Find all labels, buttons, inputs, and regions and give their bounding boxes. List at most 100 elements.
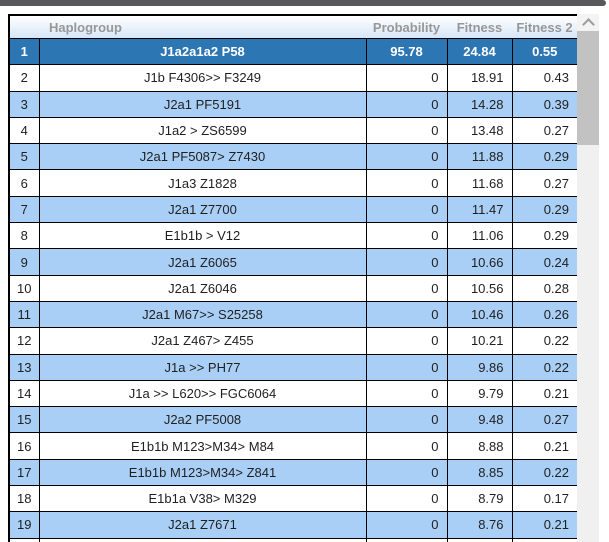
column-header-index[interactable] bbox=[9, 15, 39, 39]
fitness2-cell: 0.55 bbox=[511, 37, 579, 66]
probability-cell: 0 bbox=[365, 511, 448, 539]
fitness2-cell: 0.22 bbox=[511, 458, 579, 487]
table-row[interactable]: 5 J2a1 PF5087> Z7430 0 11.88 0.29 bbox=[8, 143, 579, 171]
haplogroup-cell: J1a >> L620>> FGC6064 bbox=[38, 379, 367, 408]
haplogroup-table: Haplogroup Probability Fitness Fitness 2… bbox=[8, 14, 579, 542]
haplogroup-cell: E1b1b M123>M34> Z841 bbox=[38, 458, 367, 487]
haplogroup-cell: J2a1 Z6065 bbox=[38, 248, 367, 276]
table-row[interactable]: 19 J2a1 Z7671 0 8.76 0.21 bbox=[8, 511, 579, 539]
table-row[interactable]: 13 J1a >> PH77 0 9.86 0.22 bbox=[8, 353, 579, 381]
row-number-cell: 11 bbox=[8, 300, 40, 329]
haplogroup-grid: Haplogroup Probability Fitness Fitness 2… bbox=[8, 14, 579, 542]
haplogroup-cell: J1a2a1a2 P58 bbox=[38, 37, 367, 66]
probability-cell: 0 bbox=[365, 195, 448, 224]
column-header-haplogroup[interactable]: Haplogroup bbox=[39, 15, 366, 39]
probability-cell: 0 bbox=[365, 458, 448, 487]
column-header-probability[interactable]: Probability bbox=[366, 15, 447, 39]
table-row[interactable]: 18 E1b1a V38> M329 0 8.79 0.17 bbox=[8, 485, 579, 513]
fitness2-cell: 0.27 bbox=[511, 406, 579, 434]
haplogroup-cell: J2a1 Z467> Z455 bbox=[38, 327, 367, 355]
fitness2-cell: 0.27 bbox=[511, 116, 579, 145]
fitness2-cell: 0.17 bbox=[511, 485, 579, 513]
row-number-cell: 12 bbox=[8, 327, 40, 355]
probability-cell: 0 bbox=[365, 143, 448, 171]
fitness2-cell: 0.22 bbox=[511, 353, 579, 381]
probability-cell: 0 bbox=[365, 169, 448, 197]
column-header-fitness2[interactable]: Fitness 2 bbox=[512, 15, 578, 39]
probability-cell: 0 bbox=[365, 353, 448, 381]
fitness-cell: 9.48 bbox=[446, 406, 513, 434]
table-row[interactable]: 16 E1b1b M123>M34> M84 0 8.88 0.21 bbox=[8, 432, 579, 460]
fitness-cell: 8.88 bbox=[446, 432, 513, 460]
column-header-fitness[interactable]: Fitness bbox=[447, 15, 512, 39]
probability-cell: 0 bbox=[365, 248, 448, 276]
haplogroup-cell: J2a1 Z7671 bbox=[38, 511, 367, 539]
fitness2-cell: 0.29 bbox=[511, 195, 579, 224]
fitness-cell: 10.46 bbox=[446, 300, 513, 329]
fitness2-cell: 0.26 bbox=[511, 300, 579, 329]
table-row[interactable]: 2 J1b F4306>> F3249 0 18.91 0.43 bbox=[8, 64, 579, 92]
probability-cell bbox=[365, 537, 448, 542]
row-number-cell: 4 bbox=[8, 116, 40, 145]
table-row[interactable]: 3 J2a1 PF5191 0 14.28 0.39 bbox=[8, 90, 579, 118]
probability-cell: 95.78 bbox=[365, 37, 448, 66]
scroll-up-button[interactable] bbox=[577, 14, 599, 31]
haplogroup-cell: J2a1 M67>> S25258 bbox=[38, 300, 367, 329]
table-row[interactable]: 11 J2a1 M67>> S25258 0 10.46 0.26 bbox=[8, 300, 579, 329]
table-body: 1 J1a2a1a2 P58 95.78 24.84 0.55 2 J1b F4… bbox=[8, 37, 579, 542]
chevron-up-icon bbox=[581, 17, 595, 31]
haplogroup-cell: J2a2 PF5008 bbox=[38, 406, 367, 434]
fitness2-cell: 0.24 bbox=[511, 248, 579, 276]
row-number-cell: 2 bbox=[8, 64, 40, 92]
row-number-cell: 17 bbox=[8, 458, 40, 487]
table-row[interactable]: 1 J1a2a1a2 P58 95.78 24.84 0.55 bbox=[8, 37, 579, 66]
fitness-cell: 24.84 bbox=[446, 37, 513, 66]
row-number-cell: 10 bbox=[8, 274, 40, 302]
fitness-cell: 8.76 bbox=[446, 511, 513, 539]
table-row[interactable]: 8 E1b1b > V12 0 11.06 0.29 bbox=[8, 222, 579, 250]
haplogroup-cell: J1a >> PH77 bbox=[38, 353, 367, 381]
row-number-cell: 5 bbox=[8, 143, 40, 171]
table-row[interactable]: 10 J2a1 Z6046 0 10.56 0.28 bbox=[8, 274, 579, 302]
table-row[interactable]: 15 J2a2 PF5008 0 9.48 0.27 bbox=[8, 406, 579, 434]
vertical-scrollbar[interactable] bbox=[577, 14, 599, 542]
haplogroup-cell: J1b F4306>> F3249 bbox=[38, 64, 367, 92]
fitness-cell: 10.56 bbox=[446, 274, 513, 302]
table-row[interactable]: 7 J2a1 Z7700 0 11.47 0.29 bbox=[8, 195, 579, 224]
fitness-cell: 18.91 bbox=[446, 64, 513, 92]
horizontal-scrollbar-thumb[interactable] bbox=[0, 0, 606, 6]
fitness-cell: 11.06 bbox=[446, 222, 513, 250]
row-number-cell: 18 bbox=[8, 485, 40, 513]
table-row[interactable]: 9 J2a1 Z6065 0 10.66 0.24 bbox=[8, 248, 579, 276]
fitness-cell bbox=[446, 537, 513, 542]
vertical-scrollbar-thumb[interactable] bbox=[577, 31, 599, 145]
row-number-cell: 8 bbox=[8, 222, 40, 250]
table-row[interactable]: 4 J1a2 > ZS6599 0 13.48 0.27 bbox=[8, 116, 579, 145]
fitness-cell: 11.88 bbox=[446, 143, 513, 171]
fitness2-cell: 0.21 bbox=[511, 379, 579, 408]
fitness2-cell: 0.29 bbox=[511, 222, 579, 250]
fitness2-cell bbox=[511, 537, 579, 542]
fitness-cell: 9.86 bbox=[446, 353, 513, 381]
row-number-cell: 3 bbox=[8, 90, 40, 118]
table-row[interactable]: 14 J1a >> L620>> FGC6064 0 9.79 0.21 bbox=[8, 379, 579, 408]
haplogroup-cell: E1b1b > V12 bbox=[38, 222, 367, 250]
probability-cell: 0 bbox=[365, 300, 448, 329]
probability-cell: 0 bbox=[365, 222, 448, 250]
table-row[interactable] bbox=[8, 537, 579, 542]
probability-cell: 0 bbox=[365, 327, 448, 355]
row-number-cell: 6 bbox=[8, 169, 40, 197]
table-row[interactable]: 12 J2a1 Z467> Z455 0 10.21 0.22 bbox=[8, 327, 579, 355]
header-row: Haplogroup Probability Fitness Fitness 2 bbox=[9, 15, 578, 39]
table-row[interactable]: 6 J1a3 Z1828 0 11.68 0.27 bbox=[8, 169, 579, 197]
haplogroup-cell: J2a1 PF5191 bbox=[38, 90, 367, 118]
fitness-cell: 10.21 bbox=[446, 327, 513, 355]
fitness2-cell: 0.39 bbox=[511, 90, 579, 118]
table-row[interactable]: 17 E1b1b M123>M34> Z841 0 8.85 0.22 bbox=[8, 458, 579, 487]
fitness-cell: 14.28 bbox=[446, 90, 513, 118]
probability-cell: 0 bbox=[365, 406, 448, 434]
fitness-cell: 8.79 bbox=[446, 485, 513, 513]
row-number-cell: 7 bbox=[8, 195, 40, 224]
haplogroup-cell: J1a3 Z1828 bbox=[38, 169, 367, 197]
